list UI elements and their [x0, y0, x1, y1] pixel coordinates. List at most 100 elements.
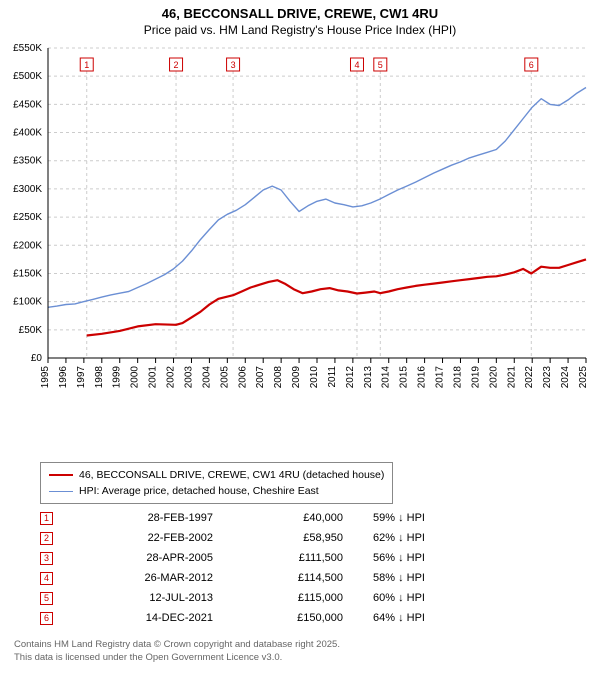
cell-date: 14-DEC-2021: [73, 612, 243, 624]
cell-pct: 62% ↓ HPI: [373, 532, 483, 544]
marker-badge: 3: [40, 552, 53, 565]
svg-text:2013: 2013: [363, 366, 374, 389]
svg-text:2005: 2005: [219, 366, 230, 389]
marker-badge: 5: [40, 592, 53, 605]
svg-text:£400K: £400K: [13, 128, 42, 139]
svg-text:2000: 2000: [130, 366, 141, 389]
svg-text:£300K: £300K: [13, 184, 42, 195]
svg-text:2: 2: [174, 60, 179, 70]
svg-text:£0: £0: [31, 353, 43, 364]
footer-line: Contains HM Land Registry data © Crown c…: [14, 639, 340, 651]
marker-badge: 4: [40, 572, 53, 585]
cell-price: £150,000: [243, 612, 373, 624]
marker-number: 6: [44, 613, 49, 623]
svg-text:2004: 2004: [201, 366, 212, 389]
legend-label: HPI: Average price, detached house, Ches…: [79, 485, 319, 497]
chart-title-address: 46, BECCONSALL DRIVE, CREWE, CW1 4RU: [0, 6, 600, 21]
svg-text:£200K: £200K: [13, 240, 42, 251]
svg-text:2011: 2011: [327, 366, 338, 388]
svg-text:2010: 2010: [309, 366, 320, 389]
cell-date: 12-JUL-2013: [73, 592, 243, 604]
svg-text:2023: 2023: [542, 366, 553, 389]
legend-label: 46, BECCONSALL DRIVE, CREWE, CW1 4RU (de…: [79, 469, 384, 481]
cell-pct: 64% ↓ HPI: [373, 612, 483, 624]
svg-text:£250K: £250K: [13, 212, 42, 223]
svg-text:£350K: £350K: [13, 156, 42, 167]
chart-area: £0 £50K £100K £150K £200K £250K £300K £350K £400…: [0, 42, 600, 422]
cell-price: £58,950: [243, 532, 373, 544]
svg-text:3: 3: [231, 60, 236, 70]
svg-text:2021: 2021: [506, 366, 517, 389]
svg-text:£500K: £500K: [13, 71, 42, 82]
table-row: 6 14-DEC-2021 £150,000 64% ↓ HPI: [40, 608, 483, 628]
table-row: 2 22-FEB-2002 £58,950 62% ↓ HPI: [40, 528, 483, 548]
cell-price: £114,500: [243, 572, 373, 584]
legend-item: 46, BECCONSALL DRIVE, CREWE, CW1 4RU (de…: [49, 467, 384, 483]
footer-attribution: Contains HM Land Registry data © Crown c…: [14, 639, 340, 664]
svg-text:£450K: £450K: [13, 99, 42, 110]
cell-price: £111,500: [243, 552, 373, 564]
svg-text:£150K: £150K: [13, 268, 42, 279]
svg-text:2014: 2014: [381, 366, 392, 389]
marker-badge: 2: [40, 532, 53, 545]
marker-badge: 1: [40, 512, 53, 525]
cell-pct: 56% ↓ HPI: [373, 552, 483, 564]
table-row: 4 26-MAR-2012 £114,500 58% ↓ HPI: [40, 568, 483, 588]
chart-subtitle: Price paid vs. HM Land Registry's House …: [0, 23, 600, 37]
svg-text:2002: 2002: [166, 366, 177, 389]
svg-text:2019: 2019: [470, 366, 481, 389]
cell-date: 28-APR-2005: [73, 552, 243, 564]
svg-text:2003: 2003: [183, 366, 194, 389]
cell-price: £40,000: [243, 512, 373, 524]
svg-text:1: 1: [84, 60, 89, 70]
cell-pct: 59% ↓ HPI: [373, 512, 483, 524]
cell-date: 26-MAR-2012: [73, 572, 243, 584]
svg-text:2007: 2007: [255, 366, 266, 389]
table-row: 1 28-FEB-1997 £40,000 59% ↓ HPI: [40, 508, 483, 528]
svg-text:£100K: £100K: [13, 297, 42, 308]
table-row: 5 12-JUL-2013 £115,000 60% ↓ HPI: [40, 588, 483, 608]
legend-swatch-icon: [49, 474, 73, 476]
cell-pct: 58% ↓ HPI: [373, 572, 483, 584]
svg-text:4: 4: [354, 60, 359, 70]
cell-price: £115,000: [243, 592, 373, 604]
marker-badge: 6: [40, 612, 53, 625]
marker-number: 1: [44, 513, 49, 523]
svg-text:2008: 2008: [273, 366, 284, 389]
svg-text:2024: 2024: [560, 366, 571, 389]
svg-text:2020: 2020: [488, 366, 499, 389]
cell-pct: 60% ↓ HPI: [373, 592, 483, 604]
svg-text:2009: 2009: [291, 366, 302, 389]
svg-text:1995: 1995: [40, 366, 51, 389]
svg-text:1997: 1997: [76, 366, 87, 389]
marker-number: 5: [44, 593, 49, 603]
table-row: 3 28-APR-2005 £111,500 56% ↓ HPI: [40, 548, 483, 568]
legend-box: 46, BECCONSALL DRIVE, CREWE, CW1 4RU (de…: [40, 462, 393, 504]
svg-text:2015: 2015: [399, 366, 410, 389]
svg-text:1998: 1998: [94, 366, 105, 389]
svg-text:2022: 2022: [524, 366, 535, 389]
svg-text:2006: 2006: [237, 366, 248, 389]
svg-text:2025: 2025: [578, 366, 589, 389]
svg-text:2016: 2016: [417, 366, 428, 389]
transactions-table: 1 28-FEB-1997 £40,000 59% ↓ HPI 2 22-FEB…: [40, 508, 483, 628]
figure-container: 46, BECCONSALL DRIVE, CREWE, CW1 4RU Pri…: [0, 0, 600, 680]
svg-text:2001: 2001: [148, 366, 159, 389]
svg-text:1999: 1999: [112, 366, 123, 389]
marker-number: 2: [44, 533, 49, 543]
svg-text:2012: 2012: [345, 366, 356, 389]
title-block: 46, BECCONSALL DRIVE, CREWE, CW1 4RU Pri…: [0, 0, 600, 37]
footer-line: This data is licensed under the Open Gov…: [14, 652, 340, 664]
cell-date: 28-FEB-1997: [73, 512, 243, 524]
svg-text:2017: 2017: [435, 366, 446, 389]
marker-number: 3: [44, 553, 49, 563]
legend-swatch-icon: [49, 491, 73, 492]
svg-text:5: 5: [378, 60, 383, 70]
chart-svg: £0 £50K £100K £150K £200K £250K £300K £350K £400…: [0, 42, 600, 422]
cell-date: 22-FEB-2002: [73, 532, 243, 544]
svg-text:1996: 1996: [58, 366, 69, 389]
svg-text:£550K: £550K: [13, 43, 42, 54]
legend-item: HPI: Average price, detached house, Ches…: [49, 483, 384, 499]
marker-number: 4: [44, 573, 49, 583]
svg-text:£50K: £50K: [19, 325, 43, 336]
